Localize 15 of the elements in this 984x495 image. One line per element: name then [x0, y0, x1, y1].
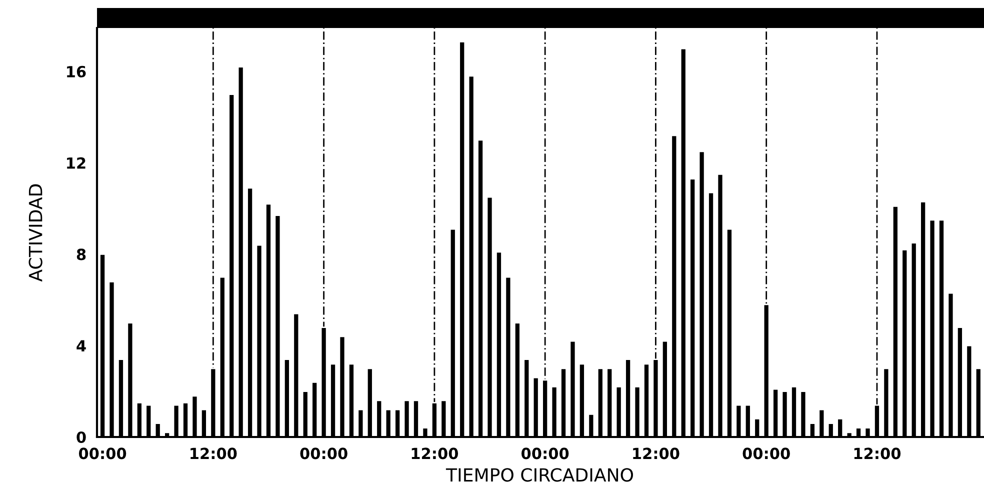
y-tick-label: 16 — [67, 66, 86, 78]
x-tick-label: 12:00 — [633, 448, 680, 460]
x-axis-title: TIEMPO CIRCADIANO — [446, 468, 633, 482]
x-tick-label: 00:00 — [78, 448, 126, 460]
x-tick-label: 12:00 — [854, 448, 901, 460]
x-tick-label: 12:00 — [412, 448, 458, 460]
y-tick-label: 0 — [76, 431, 86, 444]
y-tick-label: 4 — [76, 340, 86, 352]
x-tick-label: 00:00 — [300, 448, 348, 460]
x-tick-label: 00:00 — [521, 448, 569, 460]
y-tick-label: 12 — [67, 157, 86, 169]
y-tick-label: 8 — [76, 248, 86, 260]
x-tick-label: 12:00 — [190, 448, 237, 460]
x-tick-label: 00:00 — [742, 448, 790, 460]
y-axis-title: ACTIVIDAD — [28, 184, 42, 282]
